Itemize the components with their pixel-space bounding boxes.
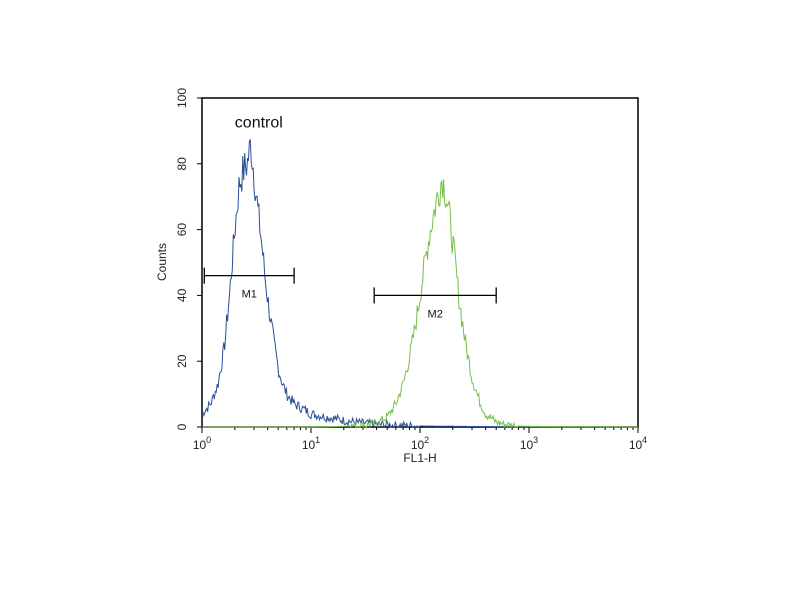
y-tick-label: 0 xyxy=(175,423,189,430)
x-tick-label: 102 xyxy=(411,435,429,452)
x-tick-label: 103 xyxy=(520,435,538,452)
series-layer xyxy=(201,138,638,429)
y-tick-label: 60 xyxy=(175,223,189,237)
y-axis: 0 20 40 60 80 100 xyxy=(175,88,202,430)
marker-label: M2 xyxy=(428,308,443,320)
series-trace-2 xyxy=(202,179,638,429)
y-tick-label: 20 xyxy=(175,354,189,368)
y-axis-title: Counts xyxy=(155,243,169,281)
x-axis-title: FL1-H xyxy=(403,451,436,465)
y-tick-label: 40 xyxy=(175,288,189,302)
x-tick-label: 100 xyxy=(193,435,211,452)
control-annotation: control xyxy=(235,115,283,132)
y-tick-label: 80 xyxy=(175,157,189,171)
y-tick-label: 100 xyxy=(175,88,189,108)
plot-frame xyxy=(201,97,639,428)
x-axis: 100 101 102 103 104 xyxy=(193,427,647,452)
x-tick-label: 104 xyxy=(629,435,647,452)
marker-label: M1 xyxy=(242,289,257,301)
series-trace-1 xyxy=(201,138,638,429)
gate-markers: M1 M2 xyxy=(203,267,497,320)
x-tick-label: 101 xyxy=(302,435,320,452)
